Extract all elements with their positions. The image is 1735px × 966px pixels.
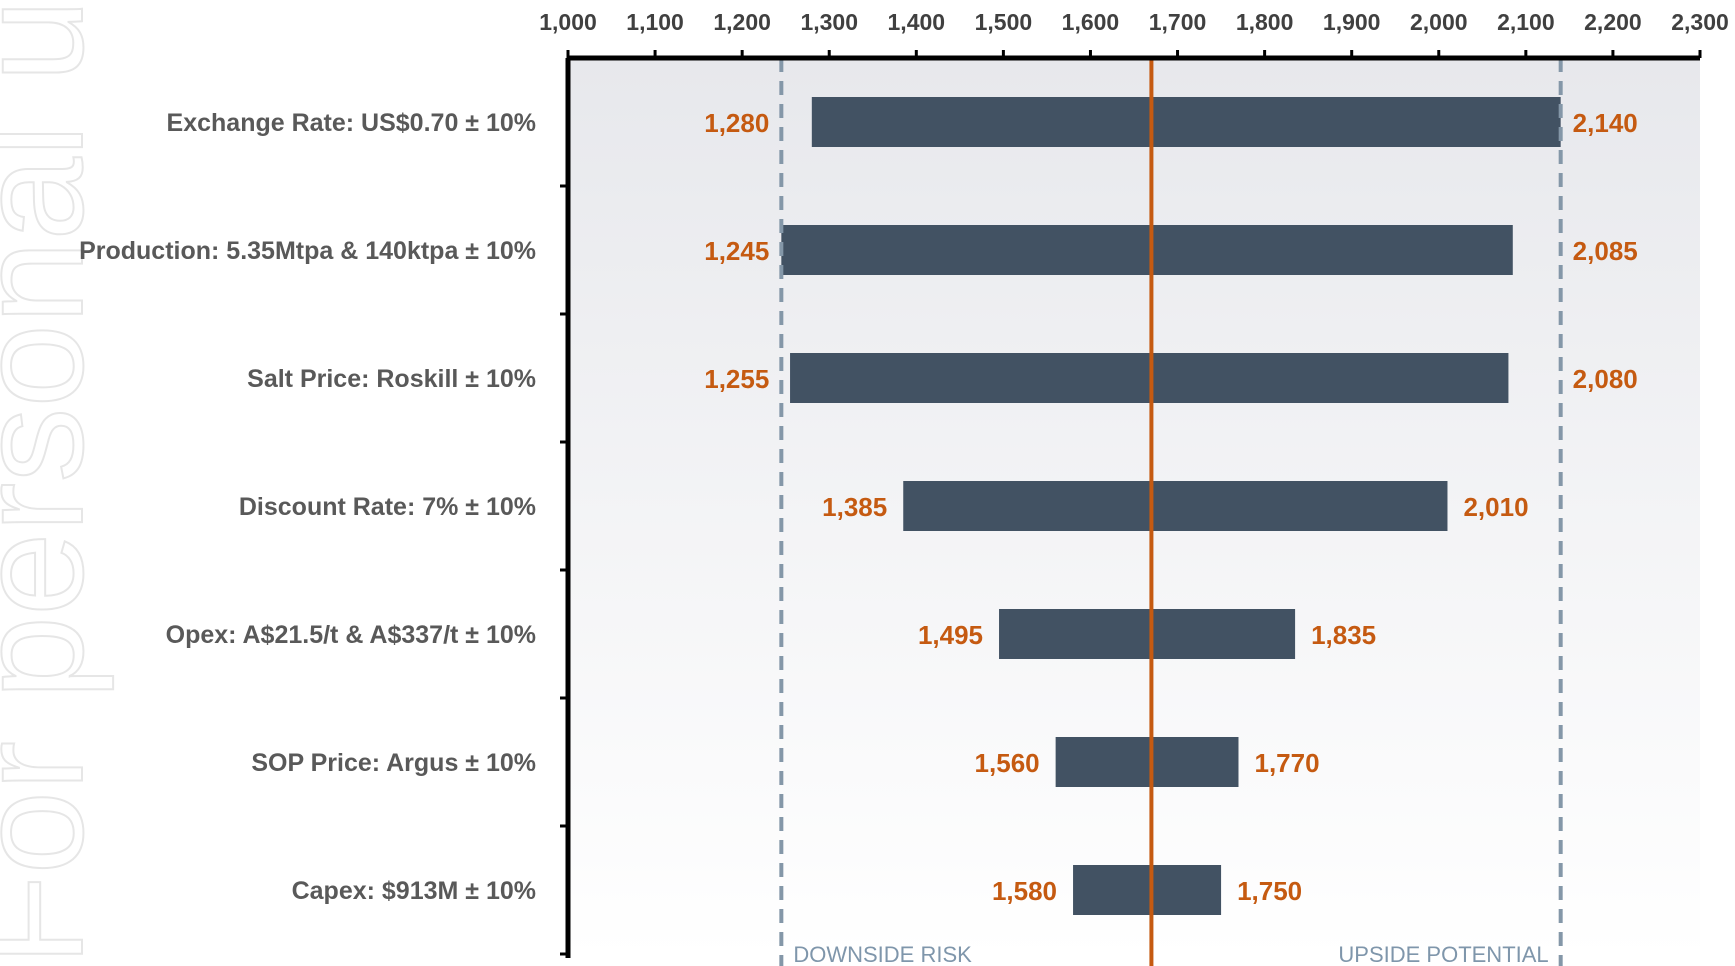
low-value-label: 1,245: [704, 236, 769, 266]
x-tick-label: 2,100: [1497, 9, 1555, 35]
labels: 1,000 1,100 1,200 1,300 1,400 1,500 1,600 1,700…: [79, 9, 1729, 966]
watermark-text: For personal use only: [0, 0, 114, 966]
high-value-label: 1,835: [1311, 620, 1376, 650]
axes: [560, 50, 1702, 958]
upside-potential-label: UPSIDE POTENTIAL: [1338, 942, 1548, 966]
watermark: For personal use only: [0, 0, 115, 966]
low-value-label: 1,255: [704, 364, 769, 394]
x-tick-label: 1,900: [1323, 9, 1381, 35]
low-value-label: 1,495: [918, 620, 983, 650]
high-value-label: 1,770: [1254, 748, 1319, 778]
x-tick-label: 1,800: [1236, 9, 1294, 35]
x-tick-label: 1,600: [1062, 9, 1120, 35]
low-value-label: 1,280: [704, 108, 769, 138]
high-value-label: 1,750: [1237, 876, 1302, 906]
category-label: Exchange Rate: US$0.70 ± 10%: [167, 109, 536, 137]
x-tick-label: 2,000: [1410, 9, 1468, 35]
x-tick-label: 1,500: [975, 9, 1033, 35]
x-tick-label: 1,100: [626, 9, 684, 35]
bar-5: [1055, 737, 1239, 787]
x-tick-label: 1,200: [713, 9, 771, 35]
bar-0: [811, 97, 1561, 147]
bar-1: [781, 225, 1513, 275]
low-value-label: 1,385: [822, 492, 887, 522]
category-label: Capex: $913M ± 10%: [292, 877, 536, 905]
x-tick-label: 1,000: [539, 9, 597, 35]
category-label: SOP Price: Argus ± 10%: [251, 749, 536, 777]
low-value-label: 1,580: [992, 876, 1057, 906]
high-value-label: 2,085: [1573, 236, 1638, 266]
low-value-label: 1,560: [975, 748, 1040, 778]
high-value-label: 2,080: [1573, 364, 1638, 394]
high-value-label: 2,010: [1463, 492, 1528, 522]
bar-6: [1073, 865, 1222, 915]
bars: [781, 97, 1561, 915]
category-label: Salt Price: Roskill ± 10%: [247, 365, 536, 393]
x-tick-label: 1,300: [800, 9, 858, 35]
downside-risk-label: DOWNSIDE RISK: [793, 942, 972, 966]
bar-3: [903, 481, 1448, 531]
bar-2: [790, 353, 1509, 403]
category-label: Production: 5.35Mtpa & 140ktpa ± 10%: [79, 237, 536, 265]
x-tick-label: 2,200: [1584, 9, 1642, 35]
x-tick-label: 2,300: [1671, 9, 1729, 35]
reference-lines: [779, 58, 1563, 966]
x-tick-label: 1,400: [888, 9, 946, 35]
category-label: Discount Rate: 7% ± 10%: [239, 493, 536, 521]
category-label: Opex: A$21.5/t & A$337/t ± 10%: [166, 621, 536, 649]
x-tick-label: 1,700: [1149, 9, 1207, 35]
bar-4: [999, 609, 1296, 659]
high-value-label: 2,140: [1573, 108, 1638, 138]
